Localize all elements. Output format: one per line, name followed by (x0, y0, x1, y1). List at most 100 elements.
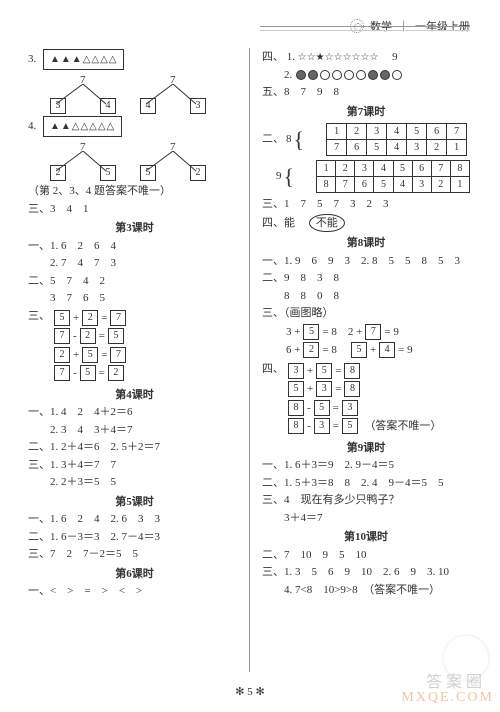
eq-op: - (307, 400, 311, 417)
table-cell: 4 (387, 124, 407, 140)
l10-3: 4. 7<8 10>9>8 （答案不唯一） (262, 582, 470, 599)
lesson8-title: 第8课时 (262, 235, 470, 252)
table-cell: 1 (327, 124, 347, 140)
table-cell: 6 (427, 124, 447, 140)
eq-box: 2 (108, 365, 124, 381)
tree-leaf: 4 (140, 98, 156, 114)
lesson6-title: 第6课时 (28, 566, 241, 583)
lesson3-title: 第3课时 (28, 220, 241, 237)
q3-trees: 7 3 4 7 4 3 (48, 72, 228, 114)
l7-t8: 二、 8 { 12345677654321 (262, 121, 470, 158)
tree-leaf: 3 (50, 98, 66, 114)
txt: + (370, 342, 376, 359)
equation-line: 8-5=3 (288, 400, 360, 417)
lesson5-title: 第5课时 (28, 494, 241, 511)
eq-box: 5 (54, 310, 70, 326)
table-cell: 6 (355, 177, 374, 193)
table-cell: 8 (450, 161, 469, 177)
eq-op: + (73, 310, 79, 327)
eq-box: 5 (303, 324, 319, 340)
table-cell: 8 (317, 177, 336, 193)
table-cell: 1 (450, 177, 469, 193)
eq-box: 7 (54, 328, 70, 344)
l7-n8: 8 (286, 131, 292, 148)
tree-leaf: 2 (50, 165, 66, 181)
l10-2: 三、1. 3 5 6 9 10 2. 6 9 3. 10 (262, 564, 470, 581)
equation-line: 7-2=5 (54, 328, 126, 345)
q4-trees: 7 2 5 7 5 2 (48, 139, 228, 181)
eq-op: = (101, 310, 107, 327)
right-column: 四、 1. ☆☆★☆☆☆☆☆☆ 9 2. 五、8 7 9 8 第7课时 二、 8… (249, 48, 470, 672)
tree-leaf: 2 (190, 165, 206, 181)
content-columns: 3. ▲▲▲△△△△ 7 3 4 7 4 3 4. ▲▲△△△△△ 7 (28, 48, 470, 672)
table-cell: 4 (387, 140, 407, 156)
eq-op: - (307, 418, 311, 435)
table-8: 12345677654321 (326, 123, 467, 156)
table-cell: 7 (447, 124, 467, 140)
eq-box: 3 (316, 381, 332, 397)
sec3: 三、3 4 1 (28, 201, 241, 218)
eq-op: = (333, 418, 339, 435)
table-cell: 2 (427, 140, 447, 156)
txt: = 8 2 + (322, 324, 362, 341)
eq-box: 8 (344, 381, 360, 397)
txt: 3 + (286, 324, 300, 341)
equation-line: 2+5=7 (54, 347, 126, 364)
lesson10-title: 第10课时 (262, 529, 470, 546)
q3-num: 3. (28, 53, 36, 65)
l7-3: 三、1 7 5 7 3 2 3 (262, 196, 470, 213)
star-row: ☆☆★☆☆☆☆☆☆ (298, 52, 379, 63)
table-cell: 5 (393, 161, 412, 177)
watermark-text: 答案圈 (426, 668, 486, 692)
table-cell: 2 (347, 124, 367, 140)
l5-1: 一、1. 6 2 4 2. 6 3 3 (28, 511, 241, 528)
l8-note: （答案不唯一） (364, 418, 441, 435)
eq-box: 8 (288, 400, 304, 416)
eq-box: 8 (288, 418, 304, 434)
l7-n9: 9 (276, 168, 282, 185)
r-sec5: 五、8 7 9 8 (262, 84, 470, 101)
eq-op: - (73, 365, 77, 382)
page-number: 5 (247, 686, 253, 698)
l3-1: 一、1. 6 2 6 4 (28, 238, 241, 255)
l6-1: 一、< > = > < > (28, 583, 241, 600)
sec4-1-prefix: 1. (287, 51, 298, 63)
l3-2: 2. 7 4 7 3 (28, 255, 241, 272)
smile-icon (392, 70, 402, 80)
l9-2: 二、1. 5＋3＝8 8 2. 4 9－4＝5 5 (262, 475, 470, 492)
left-column: 3. ▲▲▲△△△△ 7 3 4 7 4 3 4. ▲▲△△△△△ 7 (28, 48, 249, 672)
equation-line: 7-5=2 (54, 365, 126, 382)
equation-line: 5+3=8 (288, 381, 360, 398)
eq-box: 7 (365, 324, 381, 340)
r-sec4-1: 四、 1. ☆☆★☆☆☆☆☆☆ 9 (262, 49, 470, 66)
watermark-url: MXQE.COM (401, 690, 494, 706)
table-cell: 5 (407, 124, 427, 140)
l8-2: 二、9 8 3 8 (262, 270, 470, 287)
tree-leaf: 5 (100, 165, 116, 181)
table-cell: 1 (317, 161, 336, 177)
table-cell: 3 (407, 140, 427, 156)
l7-4b-oval: 不能 (309, 214, 345, 233)
l8-eq2: 6 + 2 = 8 5 + 4 = 9 (286, 342, 470, 359)
eq-op: = (99, 328, 105, 345)
lesson4-title: 第4课时 (28, 387, 241, 404)
l8-1: 一、1. 9 6 9 3 2. 8 5 5 8 5 3 (262, 253, 470, 270)
sec4-2-prefix: 2. (284, 69, 295, 81)
l7-4: 四、能 不能 (262, 214, 470, 233)
eq-box: 5 (108, 328, 124, 344)
l9-4: 3＋4＝7 (262, 510, 470, 527)
eq-box: 5 (288, 381, 304, 397)
table-cell: 3 (367, 124, 387, 140)
smile-icon (320, 70, 330, 80)
table-cell: 6 (347, 140, 367, 156)
l8-label4: 四、 (262, 361, 284, 378)
l4-4: 三、1. 3＋4＝7 7 (28, 457, 241, 474)
eq-op: = (335, 381, 341, 398)
eq-box: 5 (342, 418, 358, 434)
l9-1: 一、1. 6＋3＝9 2. 9－4＝5 (262, 457, 470, 474)
l4-2: 2. 3 4 3＋4＝7 (28, 422, 241, 439)
eq-op: + (73, 347, 79, 364)
brace-icon: { (294, 127, 305, 153)
smile-icon (368, 70, 378, 80)
table-cell: 5 (367, 140, 387, 156)
